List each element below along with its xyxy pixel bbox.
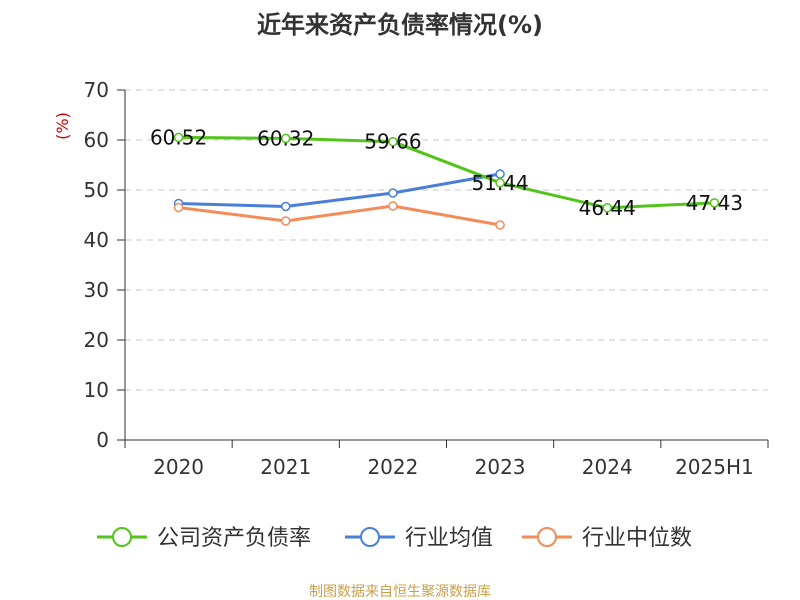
data-point <box>281 216 291 226</box>
legend-marker <box>360 527 380 547</box>
data-point <box>388 201 398 211</box>
x-tick-label: 2024 <box>582 455 633 479</box>
data-label: 60.32 <box>257 126 314 150</box>
legend: 公司资产负债率 行业均值 行业中位数 <box>97 526 692 551</box>
y-tick-label: 40 <box>84 228 109 252</box>
y-tick-label: 70 <box>84 78 109 102</box>
data-labels: 60.52 60.32 59.66 51.44 46.44 47.43 <box>150 125 743 219</box>
y-tick-label: 0 <box>96 428 109 452</box>
series-layer <box>173 132 720 230</box>
data-label: 60.52 <box>150 125 207 149</box>
x-tick-label: 2022 <box>367 455 418 479</box>
source-note: 制图数据来自恒生聚源数据库 <box>309 584 491 600</box>
data-label: 46.44 <box>579 196 636 220</box>
x-tick-label: 2021 <box>260 455 311 479</box>
data-point <box>602 203 612 213</box>
legend-marker <box>537 527 557 547</box>
y-tick-label: 20 <box>84 328 109 352</box>
y-tick-label: 10 <box>84 378 109 402</box>
data-point <box>173 202 184 213</box>
grid-lines <box>125 89 768 391</box>
series-line <box>178 204 501 227</box>
data-point <box>388 136 398 147</box>
data-point <box>495 169 505 179</box>
legend-item: 行业均值 <box>345 526 493 551</box>
x-tick-label: 2020 <box>153 455 204 479</box>
chart-title: 近年来资产负债率情况(%) <box>257 11 543 39</box>
legend-item: 公司资产负债率 <box>97 526 311 551</box>
legend-label: 行业中位数 <box>582 526 692 551</box>
data-point <box>281 133 291 144</box>
legend-item: 行业中位数 <box>522 526 692 551</box>
x-tick-label: 2025H1 <box>675 455 754 479</box>
y-axis-label: (%) <box>53 112 72 140</box>
data-label: 59.66 <box>364 130 421 154</box>
data-point <box>281 201 291 212</box>
axes: 0 10 20 30 40 50 60 70 2020 2021 2022 2023 2024 2025H… <box>84 78 769 479</box>
data-label: 51.44 <box>471 171 528 195</box>
y-tick-label: 30 <box>84 278 109 302</box>
series-line <box>178 172 501 208</box>
legend-label: 行业均值 <box>405 526 493 551</box>
series-line <box>178 135 715 210</box>
x-tick-label: 2023 <box>475 455 526 479</box>
data-point <box>495 178 505 188</box>
data-point <box>173 132 184 143</box>
y-tick-label: 50 <box>84 178 109 202</box>
data-point <box>388 188 398 198</box>
data-label: 47.43 <box>686 191 743 215</box>
data-point <box>709 198 720 208</box>
legend-marker <box>112 527 132 547</box>
legend-label: 公司资产负债率 <box>157 526 311 551</box>
y-tick-label: 60 <box>84 128 109 152</box>
data-point <box>495 220 505 230</box>
